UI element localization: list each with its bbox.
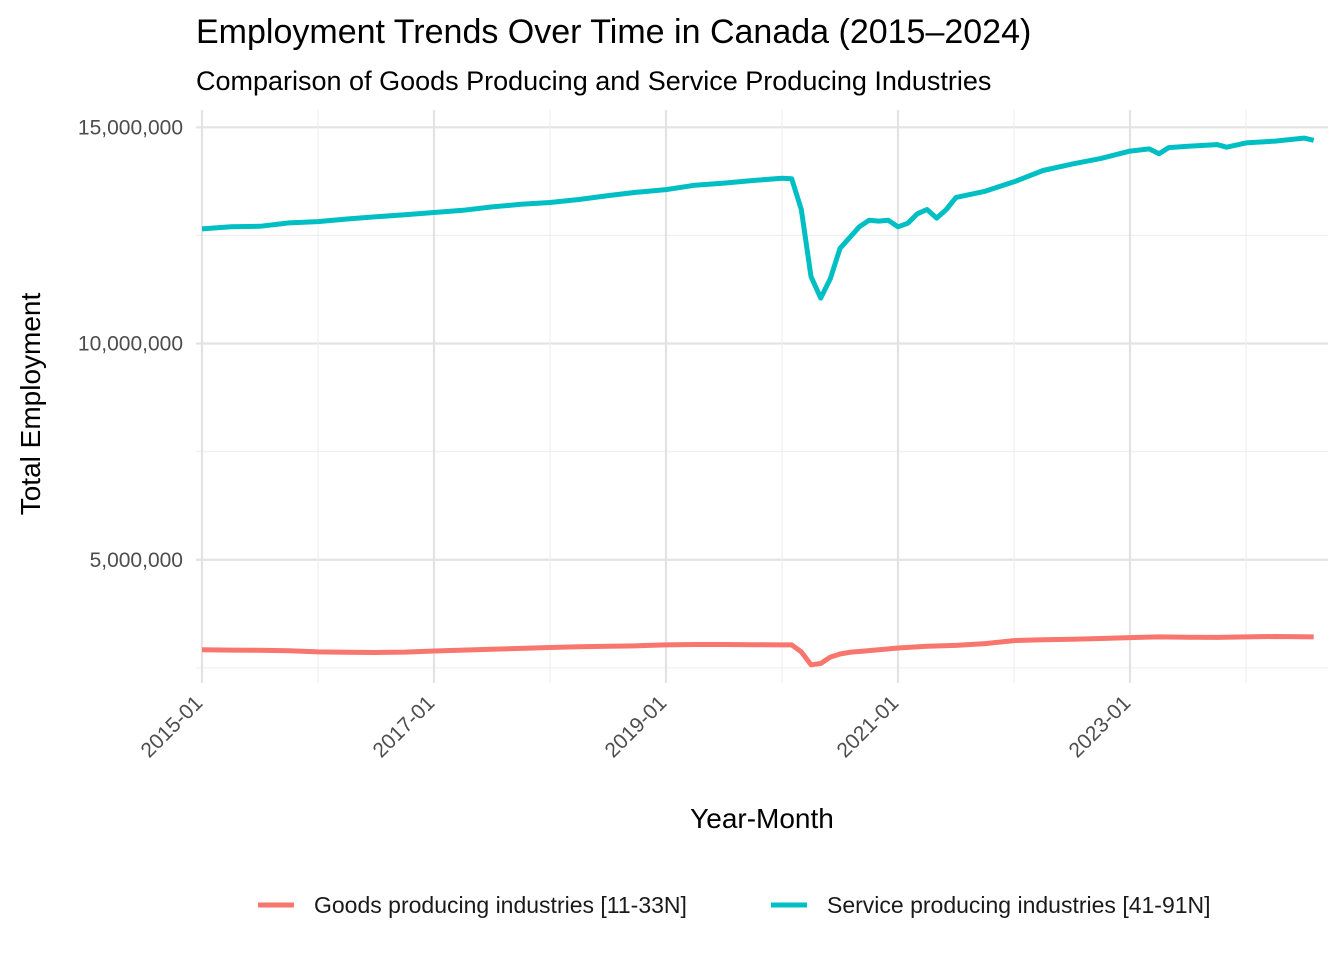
x-axis-title: Year-Month xyxy=(690,803,834,834)
series-line-1 xyxy=(201,634,1314,668)
grid xyxy=(196,110,1328,683)
chart-subtitle: Comparison of Goods Producing and Servic… xyxy=(196,66,991,96)
y-tick-label: 5,000,000 xyxy=(90,549,183,572)
y-tick-label: 15,000,000 xyxy=(78,116,183,139)
legend: Goods producing industries [11-33N] Servi… xyxy=(258,892,1211,918)
y-axis-title: Total Employment xyxy=(15,293,46,516)
series-line-2 xyxy=(201,135,1315,301)
legend-label-1: Goods producing industries [11-33N] xyxy=(314,892,687,918)
y-tick-label: 10,000,000 xyxy=(78,333,183,356)
legend-label-2: Service producing industries [41-91N] xyxy=(827,892,1211,918)
chart-title: Employment Trends Over Time in Canada (2… xyxy=(196,13,1031,51)
series-lines xyxy=(201,135,1315,668)
y-tick-labels: 5,000,000 10,000,000 15,000,000 xyxy=(78,116,183,571)
